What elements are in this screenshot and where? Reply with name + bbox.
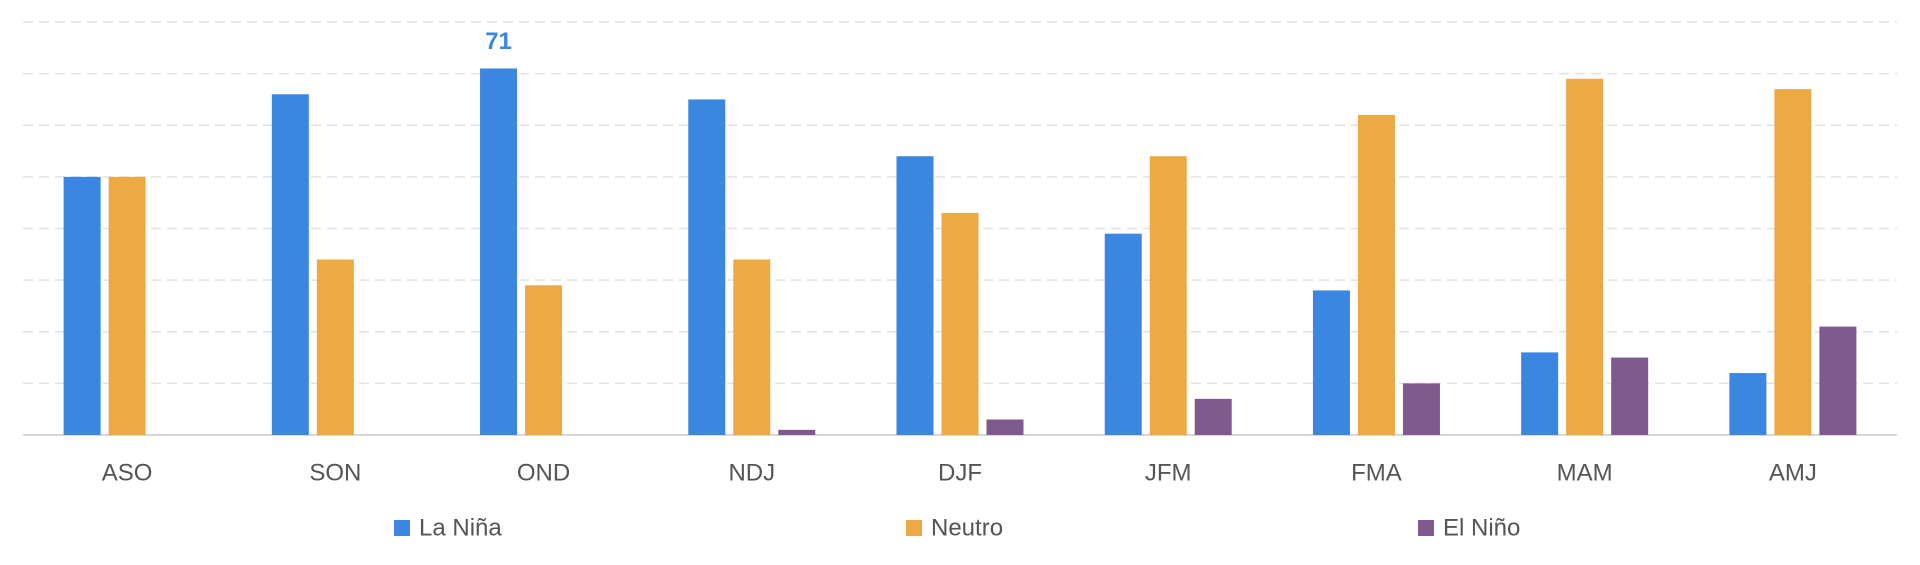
bar [1774, 89, 1812, 436]
bar [108, 176, 146, 435]
data-label: 71 [485, 28, 512, 55]
bar [941, 213, 979, 435]
legend-label: Neutro [931, 514, 1003, 541]
bar [271, 94, 309, 436]
bar [1194, 398, 1232, 435]
x-tick-label: AMJ [1769, 459, 1817, 486]
bar [1357, 114, 1395, 436]
bar [688, 99, 726, 435]
bar [1729, 373, 1767, 435]
legend-swatch [906, 520, 922, 536]
x-tick-label: FMA [1351, 459, 1402, 486]
x-tick-label: ASO [102, 459, 153, 486]
x-tick-label: OND [517, 459, 570, 486]
bar [1611, 357, 1649, 435]
legend-label: El Niño [1443, 514, 1520, 541]
legend-label: La Niña [419, 514, 502, 541]
legend-swatch [1418, 520, 1434, 536]
bar [1312, 290, 1350, 435]
bar [733, 259, 771, 435]
x-tick-label: JFM [1145, 459, 1192, 486]
bar [480, 68, 518, 436]
legend-swatch [394, 520, 410, 536]
bar [316, 259, 354, 435]
bar [1521, 352, 1559, 435]
x-tick-label: SON [309, 459, 361, 486]
bar [1566, 78, 1604, 435]
bar [896, 156, 934, 435]
bar [1819, 326, 1857, 435]
bar [1149, 156, 1187, 435]
bar [1402, 383, 1440, 435]
x-tick-label: DJF [938, 459, 982, 486]
bar [986, 419, 1024, 435]
x-tick-label: MAM [1557, 459, 1613, 486]
bar [63, 176, 101, 435]
x-tick-label: NDJ [728, 459, 775, 486]
bar [525, 285, 563, 435]
bar [1104, 233, 1142, 435]
bar [778, 429, 816, 435]
